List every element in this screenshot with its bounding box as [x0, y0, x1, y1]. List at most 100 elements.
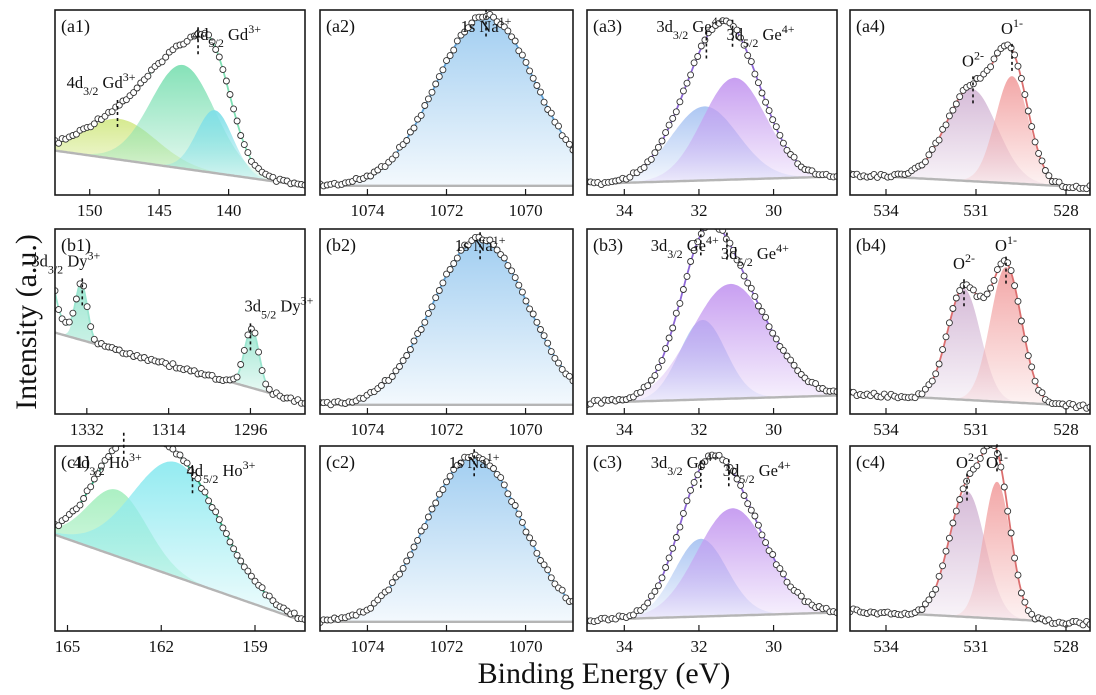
data-point	[726, 239, 734, 247]
data-point	[262, 380, 270, 388]
data-point	[709, 220, 715, 226]
peak-annotation: 1s Na1+	[455, 233, 506, 255]
data-point	[265, 592, 273, 600]
peak-annotation: 3d5/2 Dy3+	[244, 293, 313, 321]
data-point	[518, 51, 526, 59]
data-point	[1014, 297, 1022, 305]
data-point	[403, 137, 411, 144]
data-point	[651, 149, 659, 157]
data-point	[662, 345, 670, 353]
data-point	[976, 454, 984, 462]
data-point	[222, 77, 230, 85]
data-point	[208, 504, 216, 511]
data-point	[453, 254, 461, 262]
plot-area	[587, 17, 837, 189]
data-point	[97, 462, 105, 470]
data-point	[377, 382, 385, 389]
peak-annotation: 4d3/2 Gd3+	[67, 70, 136, 98]
data-point	[222, 530, 230, 538]
data-point	[647, 592, 655, 600]
data-point	[504, 27, 512, 35]
panel-frame	[849, 9, 1091, 196]
data-point	[1031, 377, 1039, 385]
data-point	[754, 79, 762, 87]
data-point	[687, 486, 695, 494]
peak-annotation: O1-	[1001, 16, 1023, 38]
x-tick-label: 1314	[152, 420, 187, 439]
x-tick-label: 30	[765, 637, 782, 656]
data-point	[87, 323, 95, 331]
x-tick-label: 1070	[509, 420, 543, 439]
panel-frame	[54, 445, 306, 632]
data-point	[744, 51, 752, 59]
data-point	[762, 98, 770, 106]
data-point	[758, 89, 766, 97]
data-point	[65, 318, 73, 326]
data-point	[511, 37, 519, 45]
data-point	[687, 71, 695, 79]
data-point	[453, 37, 461, 45]
x-tick-label: 528	[1053, 637, 1079, 656]
data-point	[1021, 335, 1029, 343]
data-point	[240, 346, 248, 354]
data-point	[690, 247, 698, 254]
peak-component-2	[587, 283, 837, 403]
data-point	[747, 284, 755, 292]
data-point	[997, 463, 1005, 471]
data-point	[779, 570, 787, 578]
x-tick-label: 1074	[350, 420, 385, 439]
data-point	[258, 584, 266, 592]
peak-annotation: 3d3/2 Dy3+	[31, 248, 100, 276]
data-point	[215, 516, 223, 524]
data-point	[1038, 157, 1046, 165]
data-point	[662, 564, 670, 571]
data-point	[547, 574, 555, 582]
data-point	[1004, 507, 1012, 515]
data-point	[367, 604, 375, 612]
data-point	[942, 333, 950, 341]
data-point	[69, 309, 77, 317]
data-point	[251, 329, 259, 337]
data-point	[729, 467, 737, 475]
data-point	[112, 446, 120, 452]
data-point	[949, 305, 957, 312]
data-point	[504, 490, 512, 498]
data-point	[669, 544, 677, 552]
data-point	[90, 475, 98, 483]
data-point	[160, 446, 164, 447]
data-point	[233, 551, 241, 559]
data-point	[747, 58, 755, 66]
data-point	[72, 295, 80, 303]
data-point	[537, 326, 544, 333]
x-tick-label: 531	[963, 637, 989, 656]
data-point	[396, 363, 403, 370]
data-point	[647, 376, 655, 384]
data-point	[461, 28, 469, 36]
data-point	[518, 518, 526, 526]
data-point	[443, 270, 450, 278]
peak-annotation: O2-	[956, 450, 978, 472]
data-point	[737, 481, 745, 489]
panel-b3: (b3) 34 32 30 3d3/2 Ge4+3d5/2 Ge4+	[586, 220, 838, 439]
plot-area	[850, 41, 1090, 193]
data-point	[385, 586, 393, 594]
x-tick-label: 1072	[430, 201, 464, 220]
data-point	[526, 305, 534, 313]
data-point	[790, 361, 798, 369]
data-point	[555, 122, 562, 130]
x-tick-label: 528	[1053, 201, 1079, 220]
data-point	[729, 246, 737, 254]
data-point	[762, 313, 770, 321]
data-point	[1024, 352, 1032, 360]
data-point	[87, 483, 95, 491]
peak-component-1	[55, 284, 305, 403]
data-point	[956, 93, 964, 101]
data-point	[772, 335, 780, 343]
data-point	[533, 549, 541, 557]
data-point	[737, 261, 745, 269]
data-point	[1031, 138, 1039, 146]
data-point	[983, 290, 991, 298]
x-tick-label: 1072	[430, 420, 464, 439]
data-point	[233, 373, 241, 381]
